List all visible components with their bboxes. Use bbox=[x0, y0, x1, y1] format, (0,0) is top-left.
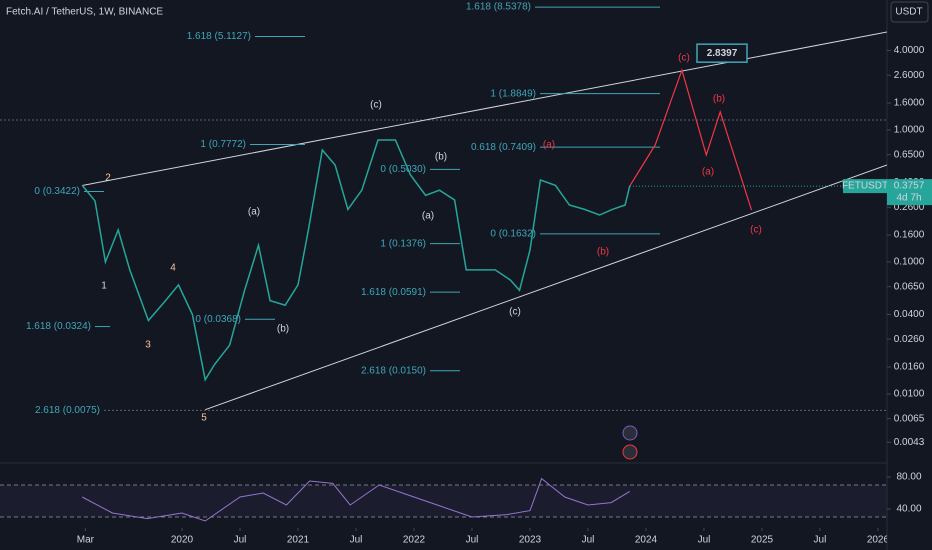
y-tick-label: 1.6000 bbox=[894, 98, 925, 109]
wave-label: (a) bbox=[702, 167, 714, 178]
target-label: 2.8397 bbox=[707, 48, 738, 59]
fib-label: 1 (1.8849) bbox=[490, 88, 536, 99]
wave-label: (b) bbox=[597, 247, 609, 258]
y-tick-label: 0.1000 bbox=[894, 257, 925, 268]
x-tick-label: 2025 bbox=[751, 535, 774, 546]
wave-label: (b) bbox=[713, 94, 725, 105]
wave-label: 5 bbox=[201, 413, 207, 424]
y-tick-label: 0.2600 bbox=[894, 202, 925, 213]
symbol-title: Fetch.AI / TetherUS, 1W, BINANCE bbox=[6, 7, 163, 18]
fib-label: 1.618 (0.0324) bbox=[26, 321, 91, 332]
y-tick-label: 0.0400 bbox=[894, 309, 925, 320]
rsi-line bbox=[81, 477, 630, 522]
y-tick-label: 0.0160 bbox=[894, 362, 925, 373]
fib-label: 2.618 (0.0150) bbox=[361, 365, 426, 376]
fib-label: 0 (0.1632) bbox=[490, 229, 536, 240]
wave-label: (b) bbox=[277, 324, 289, 335]
rsi-tick-label: 40.00 bbox=[896, 504, 921, 515]
fib-label: 2.618 (0.0075) bbox=[35, 405, 100, 416]
wave-label: (c) bbox=[678, 53, 690, 64]
wave-label: 3 bbox=[145, 340, 151, 351]
price-line bbox=[81, 139, 631, 382]
wave-label: (a) bbox=[543, 140, 555, 151]
y-tick-label: 0.6500 bbox=[894, 149, 925, 160]
fib-label: 1.618 (8.5378) bbox=[466, 2, 531, 13]
x-tick-label: Jul bbox=[814, 535, 827, 546]
x-tick-label: 2024 bbox=[635, 535, 658, 546]
event-icon[interactable] bbox=[622, 425, 638, 441]
fib-label: 0.618 (0.7409) bbox=[471, 142, 536, 153]
x-tick-label: Jul bbox=[582, 535, 595, 546]
x-tick-label: Mar bbox=[77, 535, 95, 546]
x-tick-label: Jul bbox=[350, 535, 363, 546]
fib-label: 1 (0.7772) bbox=[200, 139, 246, 150]
y-tick-label: 4.0000 bbox=[894, 45, 925, 56]
target-box bbox=[696, 43, 748, 63]
projection-line bbox=[629, 68, 753, 211]
symbol-label: FETUSDT bbox=[842, 181, 888, 192]
x-tick-label: 2021 bbox=[287, 535, 310, 546]
wave-label: (a) bbox=[422, 211, 434, 222]
y-tick-label: 0.0260 bbox=[894, 334, 925, 345]
x-tick-label: Jul bbox=[466, 535, 479, 546]
fib-label: 0 (0.0368) bbox=[195, 314, 241, 325]
y-tick-label: 0.1600 bbox=[894, 230, 925, 241]
price-label: 0.3757 bbox=[894, 181, 925, 192]
wave-label: (b) bbox=[435, 152, 447, 163]
trend-line bbox=[82, 31, 887, 186]
wave-label: 1 bbox=[101, 281, 107, 292]
rsi-background bbox=[0, 485, 887, 517]
fib-label: 0 (0.5030) bbox=[380, 164, 426, 175]
wave-label: 2 bbox=[105, 173, 111, 184]
wave-label: (c) bbox=[509, 307, 521, 318]
countdown-label: 4d 7h bbox=[896, 193, 921, 204]
event-icon[interactable] bbox=[622, 444, 638, 460]
wave-label: (c) bbox=[750, 225, 762, 236]
fib-label: 0 (0.3422) bbox=[34, 186, 80, 197]
currency-label: USDT bbox=[895, 7, 922, 18]
price-tag bbox=[887, 179, 932, 206]
x-tick-label: Jul bbox=[234, 535, 247, 546]
wave-label: (a) bbox=[248, 207, 260, 218]
x-tick-label: 2022 bbox=[403, 535, 426, 546]
fib-label: 1.618 (5.1127) bbox=[187, 31, 251, 42]
x-tick-label: 2020 bbox=[171, 535, 194, 546]
symbol-tag bbox=[843, 179, 887, 194]
fib-label: 1.618 (0.0591) bbox=[361, 287, 426, 298]
y-tick-label: 0.0065 bbox=[894, 413, 925, 424]
y-tick-label: 1.0000 bbox=[894, 125, 925, 136]
trend-line bbox=[205, 164, 887, 411]
wave-label: 4 bbox=[170, 263, 176, 274]
fib-label: 1 (0.1376) bbox=[380, 238, 426, 249]
y-tick-label: 0.0100 bbox=[894, 389, 925, 400]
y-tick-label: 0.0043 bbox=[894, 437, 925, 448]
x-tick-label: 2023 bbox=[519, 535, 542, 546]
y-tick-label: 0.0650 bbox=[894, 281, 925, 292]
x-tick-label: 2026 bbox=[867, 535, 890, 546]
currency-button[interactable] bbox=[890, 1, 929, 23]
rsi-tick-label: 80.00 bbox=[896, 472, 921, 483]
wave-label: (c) bbox=[370, 100, 382, 111]
x-tick-label: Jul bbox=[698, 535, 711, 546]
y-tick-label: 2.6000 bbox=[894, 70, 925, 81]
